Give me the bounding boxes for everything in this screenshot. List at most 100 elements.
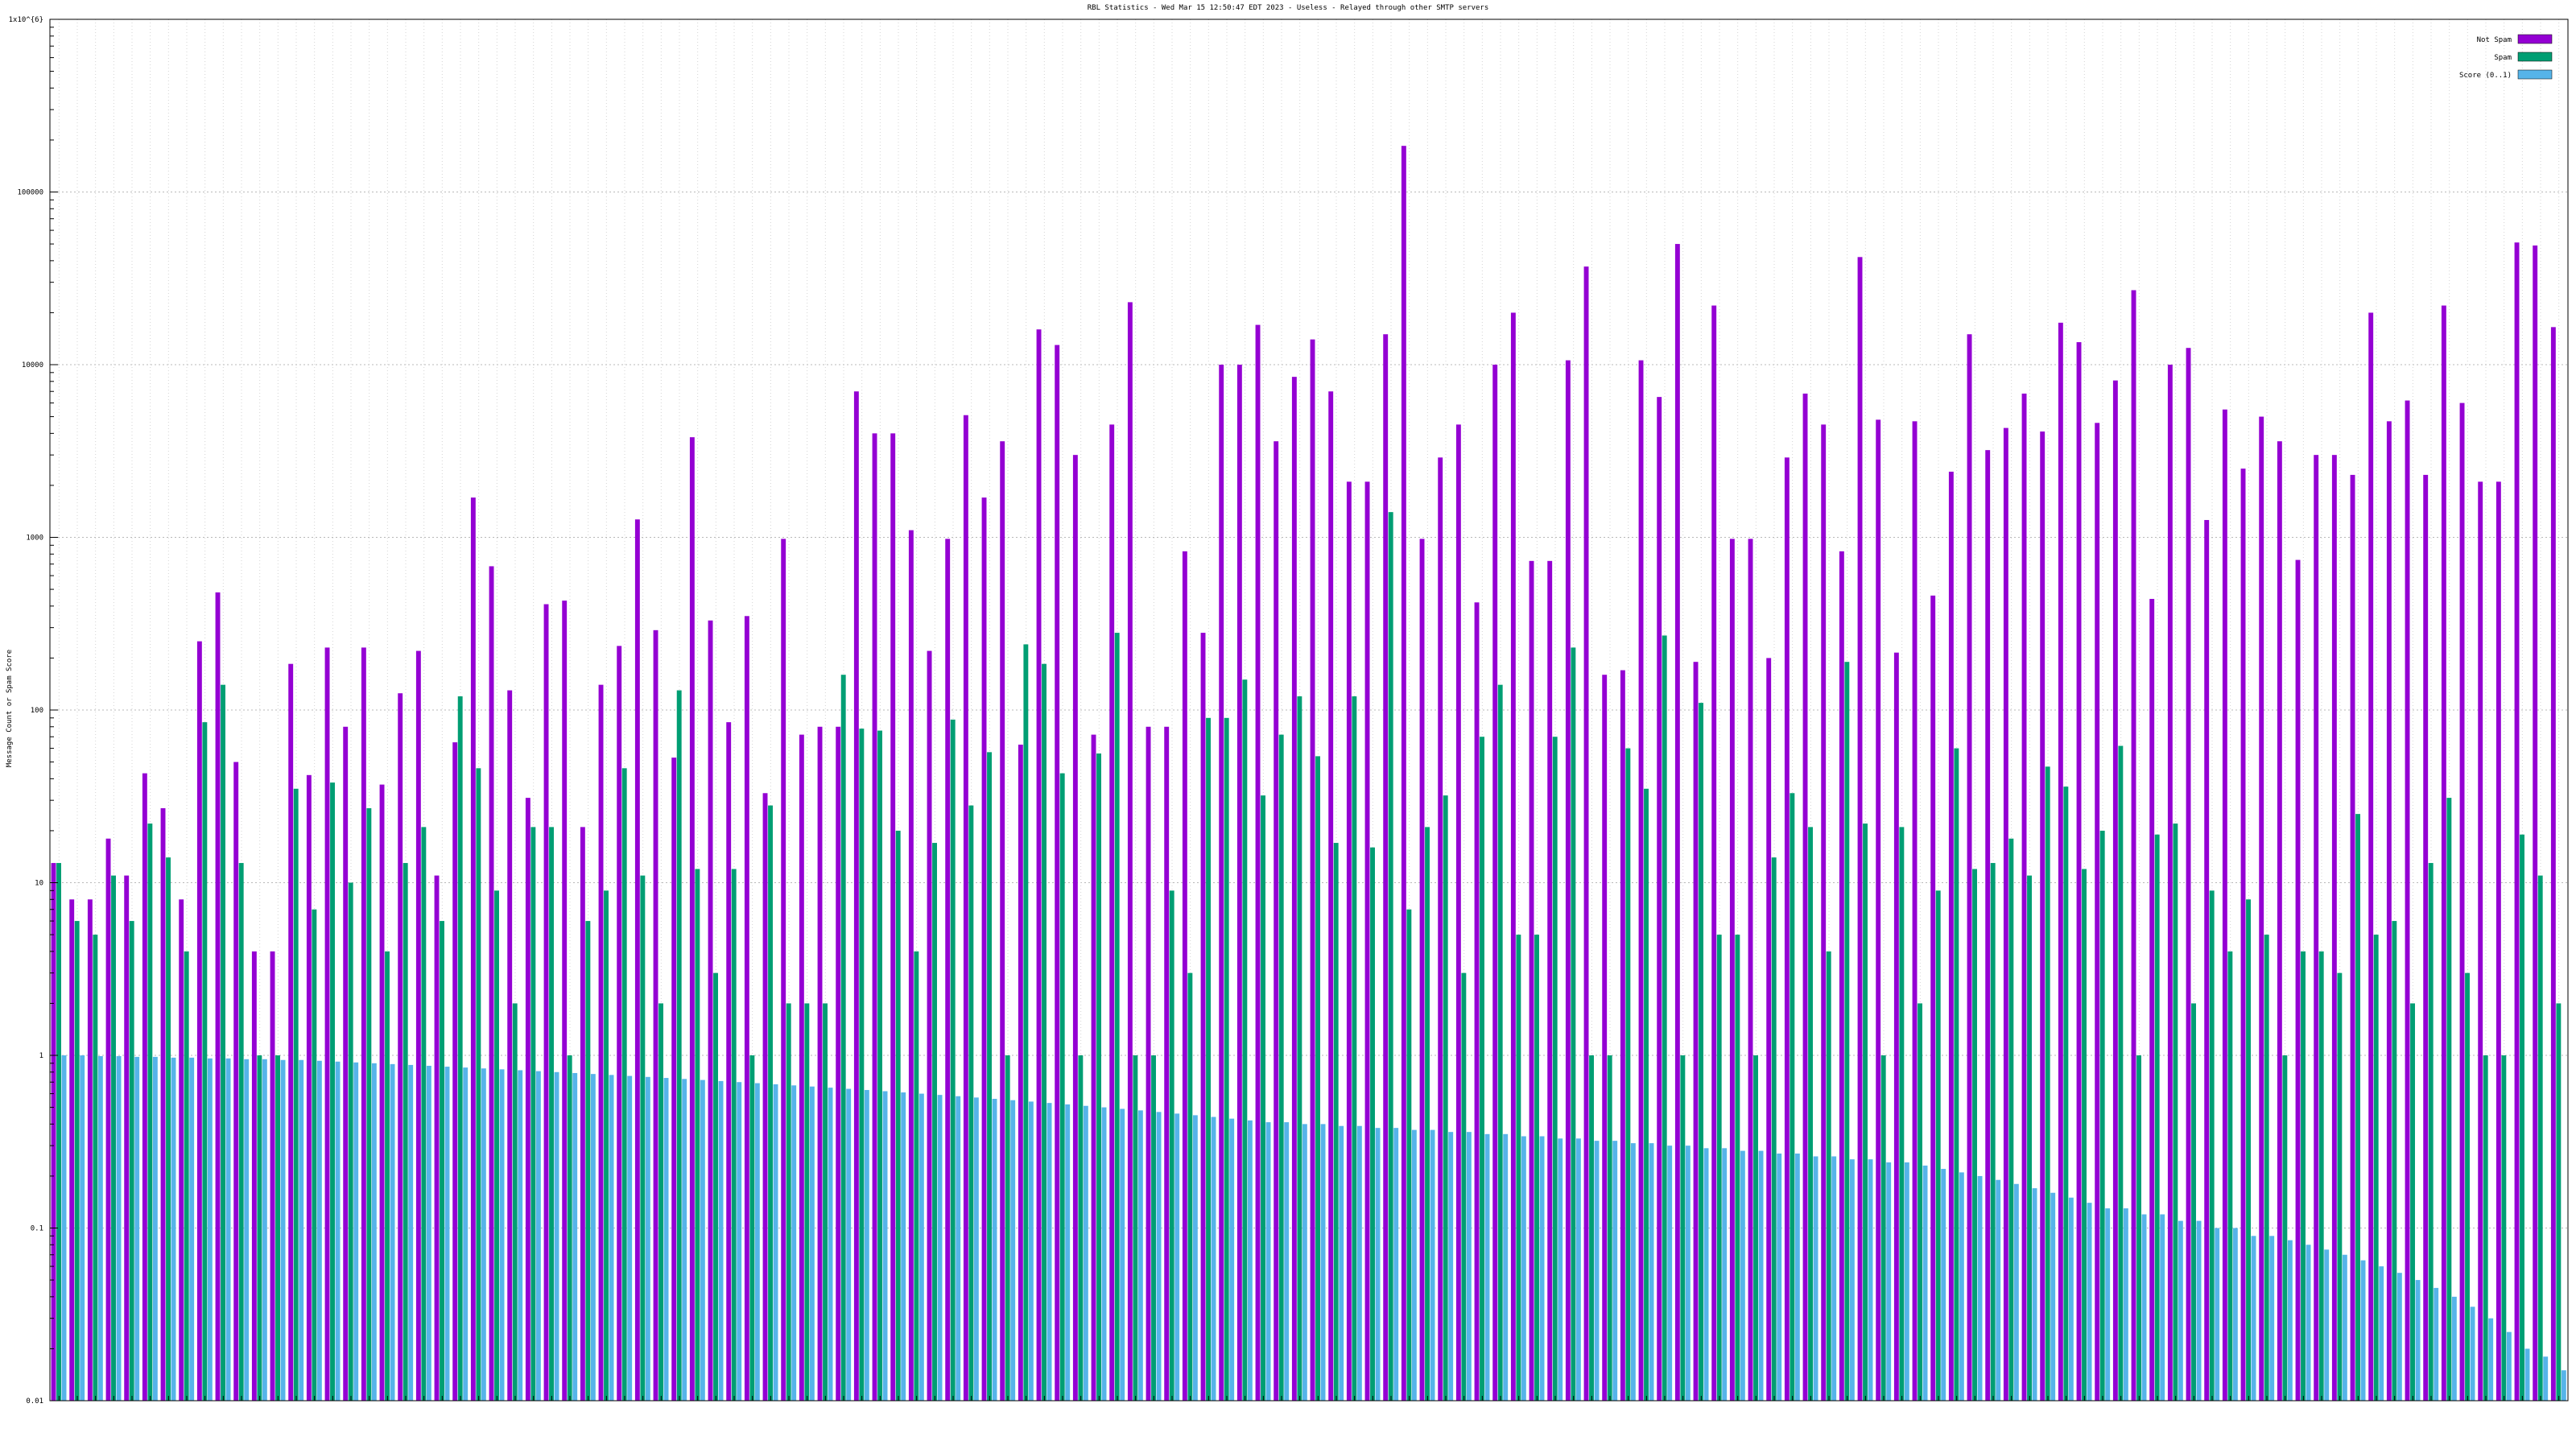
bar-2 (609, 1075, 614, 1401)
bar-2 (499, 1069, 505, 1401)
bar-1 (1425, 827, 1430, 1401)
bar-0 (2386, 421, 2392, 1402)
bar-2 (1868, 1159, 1873, 1401)
bar-1 (987, 752, 992, 1401)
bar-1 (1899, 827, 1905, 1401)
bar-0 (1274, 441, 1279, 1401)
bar-0 (379, 784, 385, 1401)
bar-1 (2082, 869, 2087, 1401)
bar-1 (147, 824, 153, 1401)
bar-2 (1521, 1136, 1526, 1401)
bar-1 (293, 788, 299, 1401)
bar-2 (1886, 1162, 1892, 1401)
bar-0 (817, 726, 823, 1401)
bar-1 (2118, 745, 2124, 1401)
bar-2 (1302, 1124, 1307, 1401)
bar-0 (1729, 539, 1735, 1401)
bar-2 (2434, 1287, 2439, 1401)
bar-1 (421, 827, 427, 1401)
bar-1 (2337, 972, 2343, 1401)
bar-2 (1904, 1162, 1909, 1401)
bar-0 (1711, 305, 1717, 1402)
legend-label: Not Spam (2477, 36, 2512, 44)
bar-1 (604, 890, 609, 1401)
bar-0 (270, 951, 275, 1401)
bar-0 (2040, 431, 2046, 1401)
bar-0 (1948, 471, 1954, 1401)
bar-1 (1607, 1055, 1612, 1401)
bar-1 (2556, 1003, 2562, 1401)
bar-1 (238, 863, 244, 1401)
bar-2 (463, 1067, 469, 1401)
bar-1 (512, 1003, 518, 1401)
bar-1 (713, 972, 718, 1401)
bar-1 (1315, 756, 1320, 1401)
bar-2 (535, 1071, 541, 1401)
bar-2 (901, 1092, 906, 1401)
bar-0 (1748, 539, 1753, 1401)
bar-2 (2306, 1245, 2311, 1401)
bar-2 (2415, 1280, 2421, 1401)
bar-1 (2173, 824, 2178, 1401)
bar-0 (1985, 450, 1991, 1402)
bar-0 (1893, 652, 1899, 1401)
bar-1 (1753, 1055, 1758, 1401)
bar-2 (1120, 1108, 1125, 1401)
bar-2 (80, 1055, 85, 1401)
bar-2 (1065, 1104, 1071, 1401)
bar-1 (2099, 830, 2105, 1401)
bar-2 (2543, 1356, 2549, 1401)
bar-0 (124, 875, 130, 1401)
bar-0 (1219, 365, 1224, 1401)
bar-1 (1534, 935, 1539, 1401)
bar-0 (1401, 146, 1406, 1402)
bar-1 (1625, 748, 1631, 1401)
bar-1 (950, 719, 956, 1401)
bar-2 (1794, 1153, 1800, 1401)
bar-1 (1278, 734, 1284, 1401)
bar-1 (823, 1003, 828, 1401)
bar-0 (489, 566, 494, 1402)
bar-2 (1393, 1128, 1399, 1401)
bar-2 (2232, 1228, 2238, 1401)
bar-1 (2063, 786, 2069, 1401)
bar-1 (768, 805, 773, 1401)
bar-2 (1758, 1150, 1764, 1401)
bar-1 (1059, 773, 1065, 1401)
bar-2 (408, 1064, 414, 1401)
bar-1 (2154, 834, 2160, 1401)
bar-2 (1101, 1107, 1107, 1401)
bar-2 (737, 1082, 742, 1401)
bar-2 (1703, 1148, 1709, 1401)
bar-2 (682, 1079, 687, 1401)
bar-2 (1685, 1146, 1690, 1401)
bar-1 (2410, 1003, 2415, 1401)
bar-1 (968, 805, 974, 1401)
bar-0 (1912, 421, 1918, 1402)
bar-0 (1802, 393, 1808, 1401)
bar-2 (2451, 1296, 2457, 1401)
bar-1 (1333, 843, 1339, 1401)
bar-2 (2470, 1307, 2475, 1401)
y-tick-label: 10 (35, 880, 43, 888)
bar-1 (2428, 863, 2434, 1401)
bar-1 (2246, 899, 2251, 1401)
bar-0 (1474, 602, 1480, 1401)
bar-2 (225, 1058, 231, 1401)
axes: 0.01 0.1 1 10 100 1000 10000 100000 1x10^{6} (9, 16, 2569, 1406)
bar-0 (1182, 551, 1187, 1402)
bar-1 (1680, 1055, 1686, 1401)
bar-2 (1466, 1132, 1472, 1401)
chart-title: RBL Statistics - Wed Mar 15 12:50:47 EDT… (1088, 4, 1489, 12)
bar-2 (316, 1060, 322, 1401)
bar-2 (700, 1080, 705, 1401)
bar-1 (1863, 824, 1868, 1401)
bar-1 (695, 869, 700, 1401)
bar-2 (2251, 1236, 2256, 1401)
bar-2 (1192, 1115, 1198, 1401)
bar-2 (846, 1088, 852, 1401)
bar-2 (1831, 1156, 1837, 1401)
bar-0 (2368, 312, 2374, 1401)
bar-0 (452, 742, 458, 1401)
bar-2 (992, 1099, 997, 1401)
